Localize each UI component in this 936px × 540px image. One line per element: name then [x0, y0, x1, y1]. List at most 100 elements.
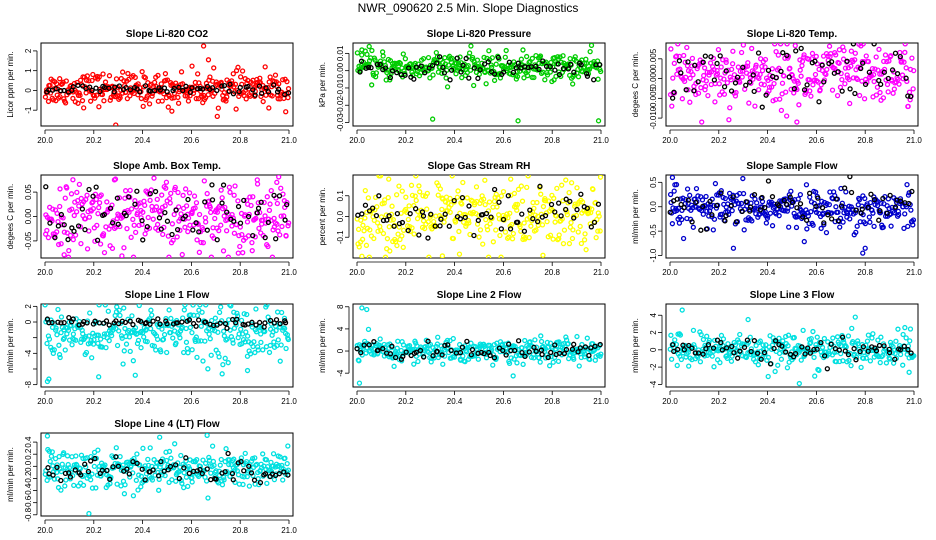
panel-title: Slope Line 4 (LT) Flow — [114, 419, 220, 430]
data-point — [193, 95, 199, 102]
data-point — [865, 332, 872, 338]
highlight-point — [82, 461, 88, 467]
data-point — [62, 195, 68, 201]
data-point — [878, 200, 884, 206]
data-point — [266, 349, 273, 356]
data-point — [202, 460, 209, 466]
data-point — [668, 332, 674, 338]
highlight-point — [354, 346, 360, 352]
data-point — [129, 313, 135, 319]
data-point — [698, 331, 704, 338]
highlight-point — [723, 68, 729, 74]
highlight-point — [909, 188, 915, 195]
data-point — [70, 236, 76, 243]
data-point — [262, 64, 268, 70]
data-point — [588, 43, 595, 49]
highlight-point — [800, 214, 806, 220]
data-point — [910, 217, 917, 223]
data-point — [486, 48, 492, 54]
data-point — [369, 47, 375, 54]
data-point — [142, 75, 148, 81]
highlight-point — [905, 93, 911, 99]
data-point — [61, 252, 67, 258]
data-point — [96, 204, 102, 211]
data-point — [875, 67, 881, 73]
data-point — [64, 230, 70, 236]
data-point — [49, 449, 55, 455]
data-point — [128, 463, 134, 469]
data-point — [238, 74, 244, 80]
data-point — [425, 55, 432, 61]
data-point — [568, 180, 575, 186]
data-point — [181, 349, 187, 356]
x-tick-label: 20.4 — [447, 397, 463, 406]
data-point — [377, 336, 383, 342]
highlight-point — [705, 342, 712, 348]
highlight-point — [695, 79, 701, 85]
data-point — [482, 201, 488, 208]
data-point — [754, 200, 760, 206]
highlight-point — [565, 66, 572, 72]
highlight-point — [498, 226, 504, 232]
y-tick-label: -4 — [649, 380, 658, 388]
data-point — [235, 198, 241, 204]
highlight-point — [582, 344, 589, 350]
data-point — [91, 463, 98, 470]
outlier-point — [796, 380, 802, 387]
highlight-point — [252, 92, 258, 98]
data-point — [833, 52, 839, 58]
highlight-point — [811, 346, 817, 353]
data-point — [473, 184, 480, 190]
data-point — [179, 81, 186, 87]
highlight-point — [176, 84, 182, 90]
data-point — [373, 70, 380, 76]
highlight-point — [703, 226, 710, 232]
data-point — [244, 219, 251, 225]
y-tick-label: 0.0 — [24, 460, 33, 472]
highlight-point — [818, 340, 824, 346]
data-point — [817, 87, 823, 93]
x-tick-label: 20.8 — [232, 526, 248, 535]
x-tick-label: 20.6 — [809, 397, 825, 406]
data-point — [88, 477, 94, 483]
highlight-point — [224, 325, 230, 331]
data-point — [225, 360, 231, 366]
highlight-point — [267, 317, 274, 324]
data-point — [175, 189, 181, 196]
highlight-point — [591, 77, 597, 83]
highlight-point — [763, 92, 769, 98]
data-point — [163, 315, 169, 322]
highlight-point — [88, 458, 94, 464]
highlight-point — [556, 200, 562, 206]
highlight-point — [111, 89, 117, 95]
data-point — [839, 76, 845, 83]
highlight-point — [718, 190, 724, 196]
data-point — [818, 349, 824, 355]
data-point — [697, 359, 704, 365]
data-point — [62, 483, 68, 489]
data-point — [83, 464, 89, 470]
highlight-point — [510, 69, 517, 76]
data-point — [846, 357, 852, 364]
highlight-point — [901, 343, 907, 350]
data-point — [545, 344, 551, 350]
data-point — [904, 78, 910, 85]
outlier-point — [132, 372, 138, 378]
data-point — [101, 249, 108, 256]
data-point — [865, 58, 872, 65]
data-point — [427, 341, 434, 348]
highlight-point — [112, 84, 118, 90]
data-point — [124, 96, 131, 102]
highlight-point — [432, 223, 438, 229]
data-point — [727, 74, 733, 80]
data-point — [151, 79, 158, 86]
data-point — [177, 335, 183, 341]
data-point — [262, 213, 268, 219]
highlight-point — [139, 217, 145, 224]
highlight-point — [558, 213, 564, 219]
highlight-point — [466, 75, 472, 81]
data-point — [264, 194, 270, 200]
